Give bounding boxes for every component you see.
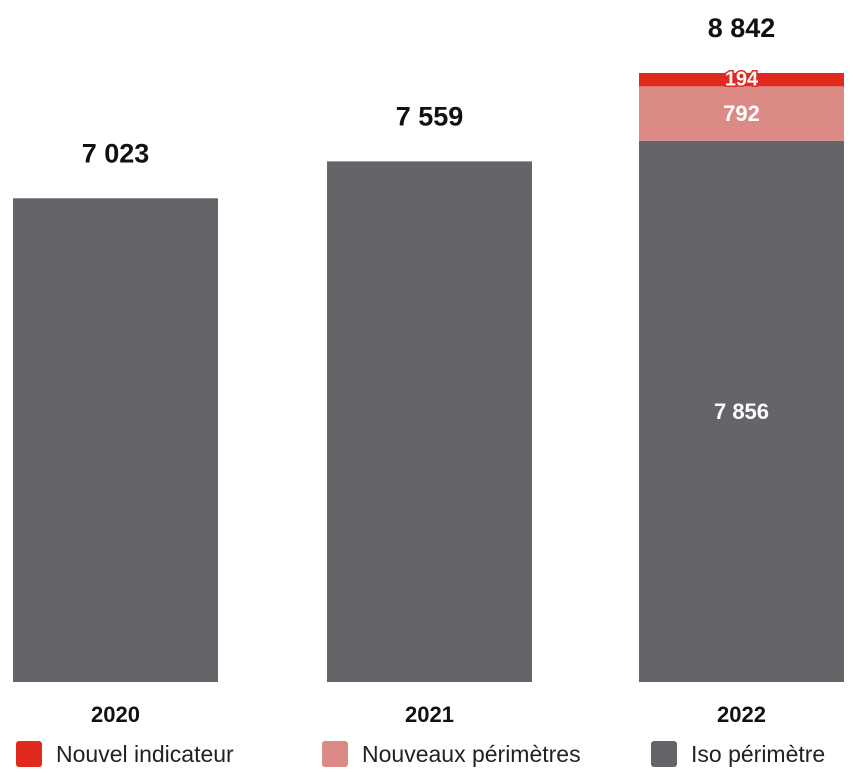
bar-2022-nouvel-indicateur	[639, 73, 844, 87]
bar-2020-iso-perimetre	[13, 198, 218, 683]
total-label-2020: 7 023	[82, 138, 150, 168]
category-label-2021: 2021	[405, 702, 454, 727]
bar-2021-iso-perimetre	[327, 161, 532, 682]
category-label-2020: 2020	[91, 702, 140, 727]
total-label-2021: 7 559	[396, 101, 464, 131]
segment-label-2022-iso-perimetre: 7 856	[714, 399, 769, 424]
legend-label-nouvel-indicateur: Nouvel indicateur	[56, 740, 234, 767]
category-label-2022: 2022	[717, 702, 766, 727]
legend-item-iso-perimetre: Iso périmètre	[651, 736, 825, 772]
segment-label-2022-nouvel-indicateur: 194	[725, 69, 759, 91]
legend-swatch-nouveaux-perimetres	[322, 741, 348, 767]
legend-swatch-nouvel-indicateur	[16, 741, 42, 767]
legend-swatch-iso-perimetre	[651, 741, 677, 767]
legend-label-iso-perimetre: Iso périmètre	[691, 740, 826, 767]
total-label-2022: 8 842	[708, 13, 776, 43]
legend-item-nouveaux-perimetres: Nouveaux périmètres	[322, 736, 581, 772]
legend-item-nouvel-indicateur: Nouvel indicateur	[16, 736, 234, 772]
bar-2022-iso-perimetre	[639, 140, 844, 682]
segment-label-2022-nouveaux-perimetres: 792	[723, 101, 760, 126]
chart-legend: Nouvel indicateur Nouveaux périmètres Is…	[0, 736, 853, 772]
bar-2022-nouveaux-perimetres	[639, 86, 844, 141]
stacked-bar-chart: 7 023 2020 7 559 2021 7 856 792 194 8 842 2022	[13, 13, 844, 727]
legend-label-nouveaux-perimetres: Nouveaux périmètres	[362, 740, 581, 767]
